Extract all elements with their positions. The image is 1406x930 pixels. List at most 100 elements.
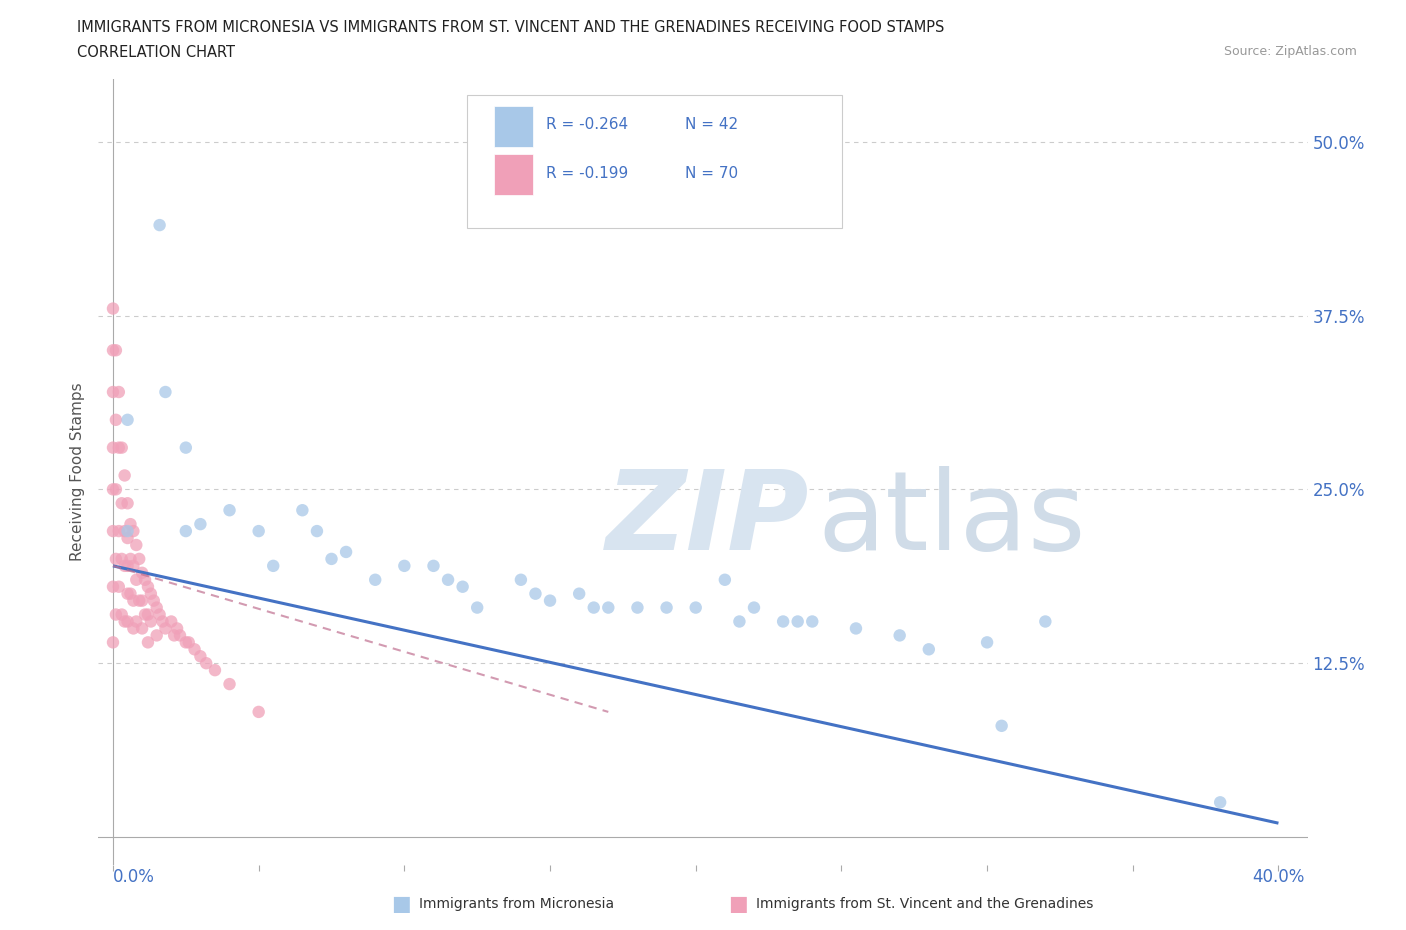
- Text: CORRELATION CHART: CORRELATION CHART: [77, 45, 235, 60]
- Point: [101, 301, 124, 316]
- Point: [160, 614, 183, 629]
- Point: [169, 628, 191, 643]
- Point: [120, 586, 142, 601]
- Point: [104, 412, 127, 427]
- Text: Immigrants from Micronesia: Immigrants from Micronesia: [419, 897, 614, 911]
- Point: [451, 579, 474, 594]
- Point: [145, 600, 167, 615]
- Point: [149, 218, 172, 232]
- Point: [104, 607, 127, 622]
- Point: [1033, 614, 1056, 629]
- Point: [262, 558, 284, 573]
- Point: [786, 614, 808, 629]
- Point: [465, 600, 488, 615]
- Point: [101, 440, 124, 455]
- Point: [305, 524, 328, 538]
- Point: [1209, 795, 1232, 810]
- Text: ZIP: ZIP: [606, 466, 810, 573]
- Point: [120, 517, 142, 532]
- Text: N = 70: N = 70: [685, 166, 738, 180]
- Point: [131, 565, 153, 580]
- Point: [218, 503, 240, 518]
- Point: [117, 558, 139, 573]
- Point: [174, 440, 197, 455]
- Point: [136, 579, 159, 594]
- Point: [152, 614, 174, 629]
- Point: [122, 558, 145, 573]
- Point: [321, 551, 343, 566]
- Point: [509, 572, 531, 587]
- Point: [108, 440, 131, 455]
- Point: [104, 482, 127, 497]
- Text: IMMIGRANTS FROM MICRONESIA VS IMMIGRANTS FROM ST. VINCENT AND THE GRENADINES REC: IMMIGRANTS FROM MICRONESIA VS IMMIGRANTS…: [77, 20, 945, 35]
- Point: [101, 579, 124, 594]
- Point: [149, 607, 172, 622]
- Text: N = 42: N = 42: [685, 117, 738, 132]
- Point: [134, 572, 156, 587]
- Point: [183, 642, 205, 657]
- Point: [218, 677, 240, 692]
- Point: [394, 558, 416, 573]
- FancyBboxPatch shape: [494, 106, 533, 147]
- Point: [155, 621, 177, 636]
- Text: atlas: atlas: [818, 466, 1087, 573]
- Point: [598, 600, 620, 615]
- Point: [582, 600, 605, 615]
- Point: [568, 586, 591, 601]
- Point: [166, 621, 188, 636]
- Point: [174, 635, 197, 650]
- Point: [195, 656, 218, 671]
- Text: R = -0.199: R = -0.199: [546, 166, 628, 180]
- Point: [111, 496, 134, 511]
- Y-axis label: Receiving Food Stamps: Receiving Food Stamps: [70, 382, 86, 562]
- Text: R = -0.264: R = -0.264: [546, 117, 628, 132]
- Point: [174, 524, 197, 538]
- Text: Source: ZipAtlas.com: Source: ZipAtlas.com: [1223, 45, 1357, 58]
- Point: [108, 524, 131, 538]
- Point: [117, 524, 139, 538]
- Text: 40.0%: 40.0%: [1253, 868, 1305, 885]
- Point: [139, 586, 162, 601]
- Point: [990, 718, 1012, 733]
- Point: [335, 544, 357, 559]
- Point: [122, 621, 145, 636]
- Point: [125, 572, 148, 587]
- Point: [134, 607, 156, 622]
- Point: [117, 586, 139, 601]
- Text: ■: ■: [391, 894, 411, 914]
- Point: [111, 607, 134, 622]
- Point: [101, 635, 124, 650]
- Point: [145, 628, 167, 643]
- Point: [139, 614, 162, 629]
- Point: [714, 572, 737, 587]
- Point: [114, 614, 136, 629]
- Point: [111, 440, 134, 455]
- Point: [108, 385, 131, 400]
- Point: [163, 628, 186, 643]
- Point: [845, 621, 868, 636]
- Point: [117, 412, 139, 427]
- Point: [190, 649, 212, 664]
- Point: [155, 385, 177, 400]
- Point: [742, 600, 765, 615]
- Point: [114, 468, 136, 483]
- Point: [125, 538, 148, 552]
- Text: Immigrants from St. Vincent and the Grenadines: Immigrants from St. Vincent and the Gren…: [756, 897, 1094, 911]
- Point: [364, 572, 387, 587]
- Point: [117, 496, 139, 511]
- Point: [125, 614, 148, 629]
- Point: [976, 635, 998, 650]
- Point: [114, 524, 136, 538]
- Point: [131, 621, 153, 636]
- Point: [128, 551, 150, 566]
- Point: [626, 600, 648, 615]
- Point: [101, 385, 124, 400]
- Text: ■: ■: [728, 894, 748, 914]
- Point: [104, 343, 127, 358]
- Point: [801, 614, 824, 629]
- Point: [772, 614, 794, 629]
- Point: [128, 593, 150, 608]
- Point: [524, 586, 547, 601]
- Point: [114, 558, 136, 573]
- Point: [291, 503, 314, 518]
